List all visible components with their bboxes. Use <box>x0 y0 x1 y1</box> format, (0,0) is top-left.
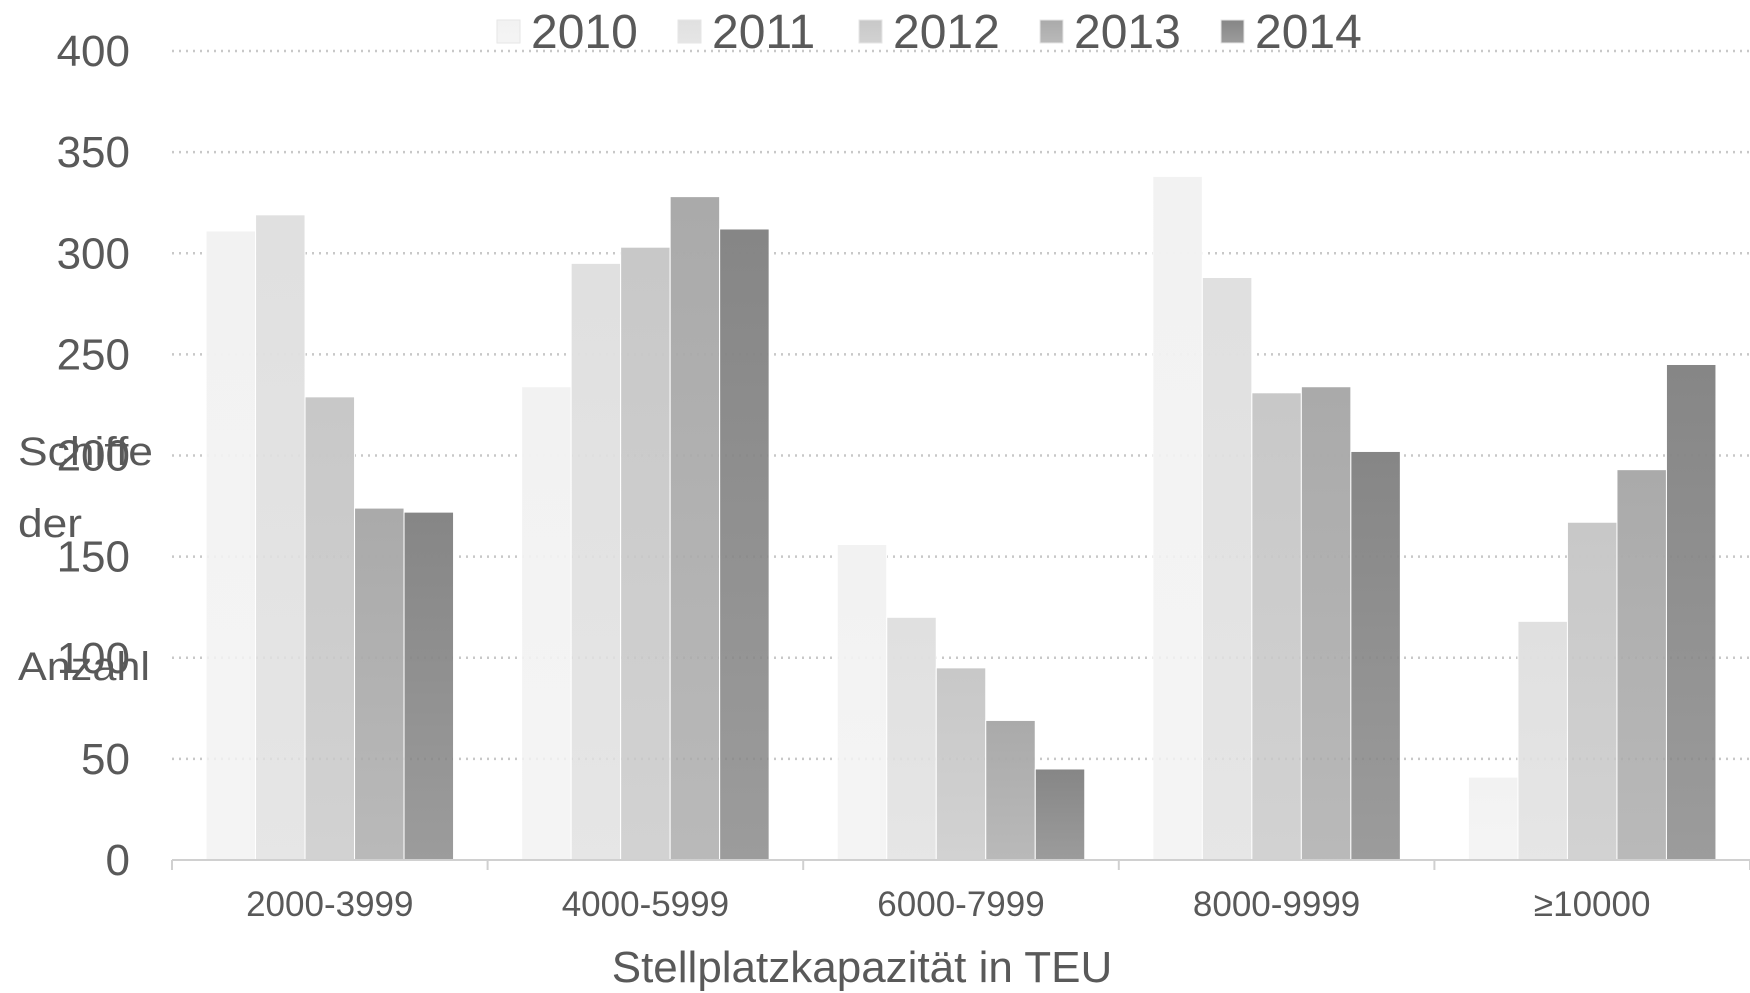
bar-2012 <box>1251 392 1302 861</box>
y-tick-label: 200 <box>57 432 130 481</box>
bar-2014 <box>1350 450 1401 861</box>
bar-2010 <box>521 386 572 861</box>
bar-2013 <box>1616 469 1667 861</box>
x-category-label: 8000-9999 <box>1193 885 1360 924</box>
legend: 2010 2011 2012 2013 2014 <box>496 6 1362 59</box>
bar-2010 <box>205 230 257 861</box>
y-axis-title-line: Anzahl <box>18 645 150 689</box>
y-tick-label: 50 <box>81 735 130 784</box>
bar-2011 <box>886 616 937 861</box>
legend-swatch <box>1039 19 1064 44</box>
bar-2014 <box>403 511 455 861</box>
bar-2011 <box>570 262 622 861</box>
bar-2010 <box>1467 776 1519 861</box>
y-tick-label: 0 <box>106 836 130 885</box>
y-tick-label: 350 <box>57 128 130 177</box>
bar-2014 <box>1034 768 1086 861</box>
x-category-label: 2000-3999 <box>246 885 413 924</box>
y-tick-label: 150 <box>57 533 130 582</box>
x-axis <box>171 859 1750 870</box>
y-tick-label: 100 <box>57 634 130 683</box>
bar-2012 <box>620 246 671 861</box>
y-tick-label: 400 <box>57 27 130 76</box>
legend-swatch <box>1220 19 1245 44</box>
bar-2013 <box>985 719 1036 861</box>
y-axis-title: Schiffe der Anzahl <box>18 430 153 689</box>
bar-2010 <box>836 543 888 861</box>
bar-2014 <box>1665 363 1717 861</box>
bar-2013 <box>1300 386 1352 861</box>
bar-2012 <box>304 396 356 861</box>
x-axis-title: Stellplatzkapazität in TEU <box>612 943 1113 992</box>
legend-swatch <box>858 19 883 44</box>
bar-2012 <box>935 667 987 861</box>
legend-swatch <box>677 19 702 44</box>
legend-label: 2010 <box>531 6 638 59</box>
bar-2011 <box>1517 620 1568 861</box>
bar-2010 <box>1152 175 1203 861</box>
legend-label: 2011 <box>712 6 815 59</box>
legend-label: 2014 <box>1255 6 1362 59</box>
bar-2013 <box>669 196 721 861</box>
x-category-label: ≥10000 <box>1534 885 1651 924</box>
legend-label: 2013 <box>1074 6 1181 59</box>
bar-2012 <box>1566 521 1618 861</box>
legend-label: 2012 <box>893 6 1000 59</box>
x-category-label: 4000-5999 <box>562 885 729 924</box>
y-axis-title-line: Schiffe <box>18 430 153 474</box>
bar-2014 <box>719 228 770 861</box>
y-tick-label: 250 <box>57 330 130 379</box>
y-tick-label: 300 <box>57 229 130 278</box>
bar-2011 <box>1201 277 1253 861</box>
y-axis-ticks: 0 50 100 150 200 250 300 350 400 <box>57 27 130 885</box>
bar-2013 <box>354 507 405 861</box>
bars <box>205 175 1717 861</box>
x-category-label: 6000-7999 <box>877 885 1044 924</box>
bar-2011 <box>255 214 306 861</box>
x-axis-categories: 2000-3999 4000-5999 6000-7999 8000-9999 ≥100… <box>246 885 1650 924</box>
legend-swatch <box>496 19 521 44</box>
y-axis-title-line: der <box>18 502 82 546</box>
